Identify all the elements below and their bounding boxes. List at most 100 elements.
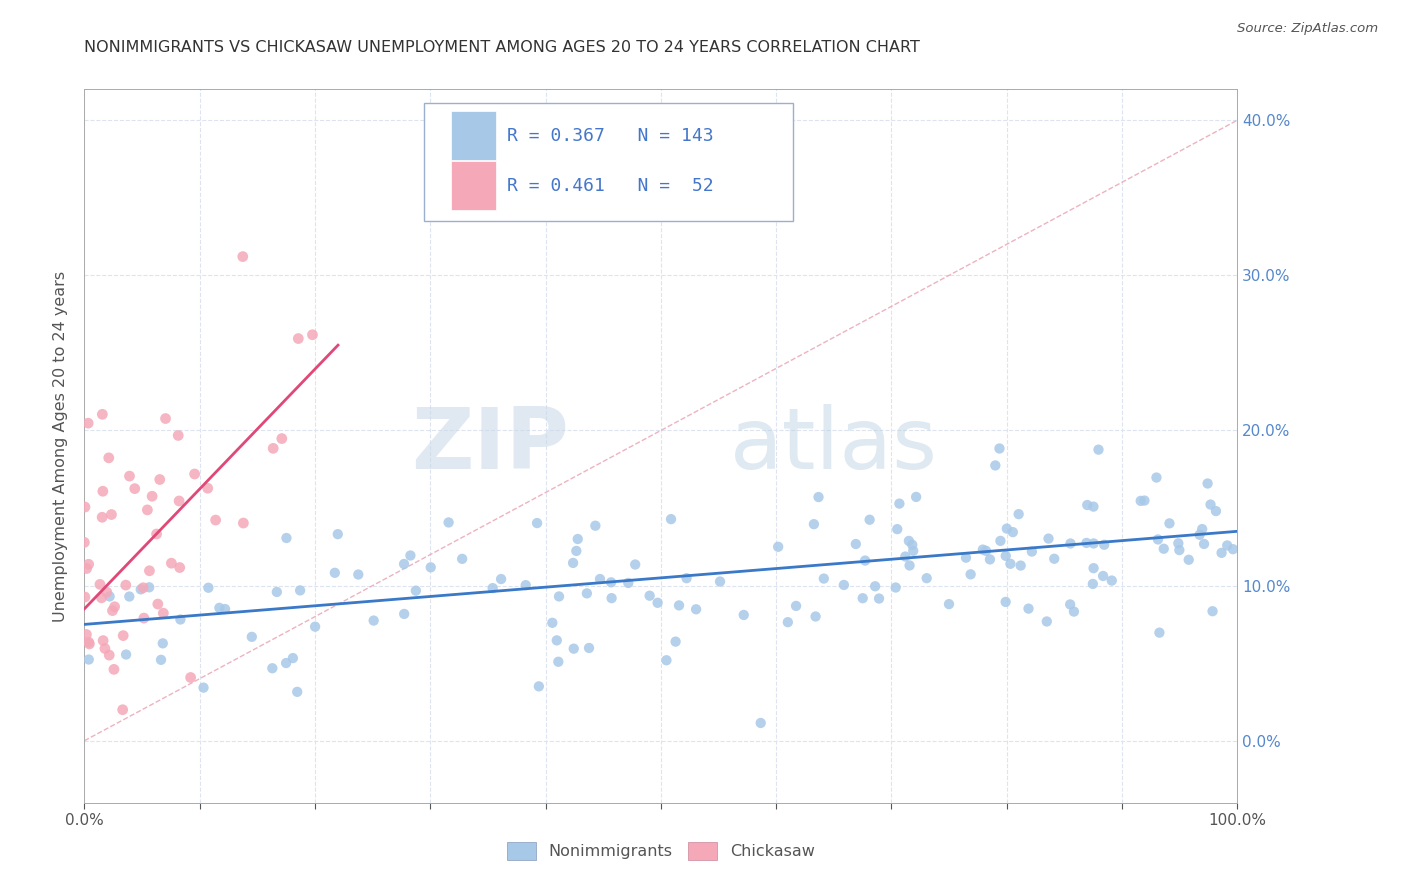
Text: R = 0.367   N = 143: R = 0.367 N = 143	[508, 127, 714, 145]
Point	[1043, 551, 1066, 566]
Point	[1083, 561, 1105, 575]
Point	[115, 648, 138, 662]
Point	[903, 543, 925, 558]
Point	[73, 535, 96, 549]
Point	[138, 564, 160, 578]
Text: atlas: atlas	[730, 404, 938, 488]
Point	[905, 490, 928, 504]
Point	[405, 583, 427, 598]
Point	[1177, 553, 1199, 567]
Point	[167, 428, 190, 442]
Point	[749, 716, 772, 731]
Point	[91, 407, 114, 421]
Point	[1197, 476, 1219, 491]
Point	[347, 567, 370, 582]
Point	[1092, 569, 1115, 583]
Point	[1008, 507, 1031, 521]
Point	[665, 634, 688, 648]
Point	[114, 578, 136, 592]
Y-axis label: Unemployment Among Ages 20 to 24 years: Unemployment Among Ages 20 to 24 years	[53, 270, 69, 622]
Point	[94, 641, 117, 656]
Point	[89, 577, 111, 591]
Point	[852, 591, 875, 606]
Point	[281, 651, 304, 665]
Point	[73, 500, 96, 514]
Point	[803, 517, 825, 532]
Point	[326, 527, 349, 541]
Point	[853, 553, 876, 567]
Point	[1129, 494, 1152, 508]
Point	[489, 572, 512, 586]
Point	[546, 633, 568, 648]
Point	[562, 641, 585, 656]
Point	[1000, 557, 1022, 571]
Text: NONIMMIGRANTS VS CHICKASAW UNEMPLOYMENT AMONG AGES 20 TO 24 YEARS CORRELATION CH: NONIMMIGRANTS VS CHICKASAW UNEMPLOYMENT …	[84, 40, 921, 55]
Point	[288, 583, 311, 598]
Point	[141, 489, 163, 503]
Point	[1199, 498, 1222, 512]
Point	[600, 575, 623, 590]
Point	[136, 503, 159, 517]
Point	[1021, 544, 1043, 558]
Point	[118, 469, 141, 483]
Point	[111, 703, 134, 717]
Point	[988, 442, 1011, 456]
Point	[104, 599, 127, 614]
Point	[197, 581, 219, 595]
Point	[90, 591, 112, 605]
Point	[868, 591, 890, 606]
Point	[77, 558, 100, 572]
Point	[152, 606, 174, 620]
Point	[132, 581, 155, 595]
Point	[515, 578, 537, 592]
Point	[97, 450, 120, 465]
Point	[419, 560, 441, 574]
Point	[583, 518, 606, 533]
Point	[183, 467, 205, 481]
Point	[567, 532, 589, 546]
Point	[167, 494, 190, 508]
Point	[124, 482, 146, 496]
Point	[1168, 543, 1191, 558]
Legend: Nonimmigrants, Chickasaw: Nonimmigrants, Chickasaw	[501, 836, 821, 866]
Point	[547, 655, 569, 669]
Point	[959, 567, 981, 582]
Point	[150, 653, 173, 667]
Point	[624, 558, 647, 572]
FancyBboxPatch shape	[451, 111, 496, 161]
Point	[1192, 537, 1215, 551]
Point	[1211, 546, 1233, 560]
Point	[562, 556, 585, 570]
Point	[79, 637, 101, 651]
Point	[527, 679, 550, 693]
Point	[1059, 536, 1081, 550]
Point	[1201, 604, 1223, 618]
Point	[145, 527, 167, 541]
Point	[129, 582, 152, 597]
Point	[1191, 522, 1213, 536]
Point	[845, 537, 868, 551]
Point	[617, 576, 640, 591]
Point	[785, 599, 807, 613]
Point	[578, 640, 600, 655]
Point	[1146, 470, 1168, 484]
Point	[526, 516, 548, 530]
Point	[240, 630, 263, 644]
Point	[180, 671, 202, 685]
Point	[481, 581, 503, 595]
Point	[1059, 598, 1081, 612]
Point	[1063, 605, 1085, 619]
Point	[984, 458, 1007, 473]
Point	[98, 590, 121, 604]
Point	[262, 442, 284, 456]
Point	[160, 556, 183, 570]
Point	[1167, 536, 1189, 550]
Point	[149, 473, 172, 487]
Point	[1216, 538, 1239, 552]
Point	[859, 513, 882, 527]
Point	[813, 572, 835, 586]
Point	[915, 571, 938, 585]
Point	[208, 600, 231, 615]
Point	[1101, 574, 1123, 588]
Point	[232, 516, 254, 530]
